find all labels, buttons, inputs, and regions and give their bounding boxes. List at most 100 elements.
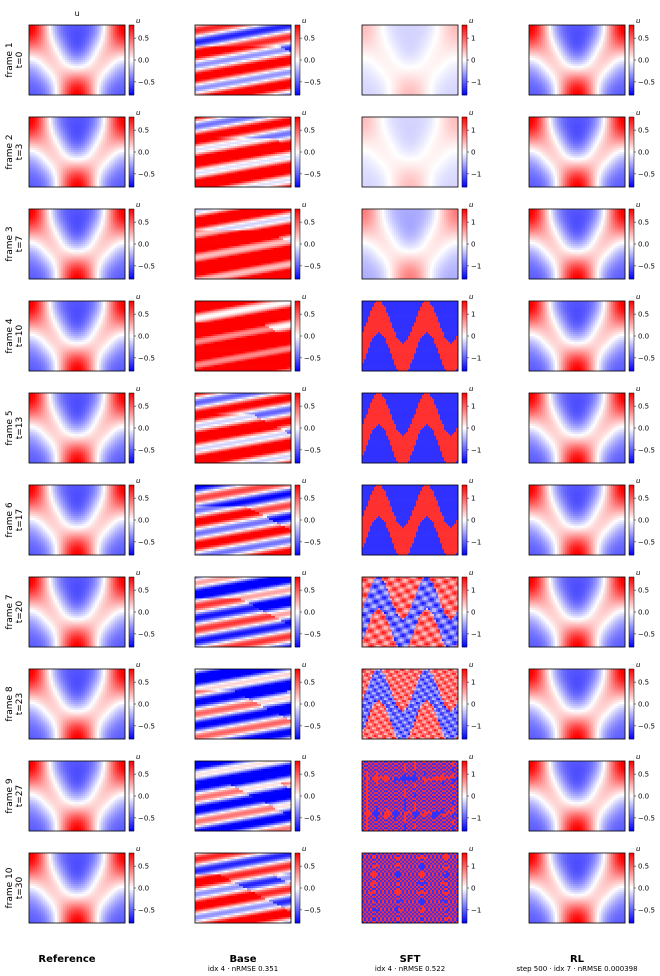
heatmap-cell [69,33,71,35]
heatmap-cell [35,79,37,81]
heatmap-cell [111,54,113,56]
heatmap-cell [91,58,93,60]
heatmap-cell [35,41,37,43]
heatmap-cell [51,33,53,35]
heatmap-cell [65,62,67,64]
heatmap-cell [77,50,79,52]
heatmap-cell [93,83,95,85]
heatmap-cell [93,66,95,68]
heatmap-cell [85,72,87,74]
heatmap-cell [121,44,123,46]
heatmap-cell [101,46,103,48]
heatmap-cell [89,41,91,43]
heatmap-cell [73,83,75,85]
heatmap-cell [115,27,117,29]
heatmap-cell [93,74,95,76]
heatmap-cell [91,56,93,58]
heatmap-cell [99,33,101,35]
heatmap-cell [81,83,83,85]
heatmap-cell [81,72,83,74]
heatmap-cell [101,78,103,80]
heatmap-cell [113,74,115,76]
heatmap-cell [79,74,81,76]
heatmap-cell [35,68,37,70]
heatmap-cell [37,48,39,50]
heatmap-cell [109,48,111,50]
heatmap-cell [67,41,69,43]
heatmap-cell [83,70,85,72]
heatmap-cell [73,72,75,74]
heatmap-cell [105,37,107,39]
heatmap-cell [61,48,63,50]
heatmap-cell [97,70,99,72]
heatmap-cell [89,68,91,70]
heatmap-cell [37,43,39,45]
heatmap-cell [47,62,49,64]
heatmap-cell [111,56,113,58]
heatmap-cell [119,62,121,64]
heatmap-cell [117,81,119,83]
heatmap-cell [111,41,113,43]
heatmap-cell [75,68,77,70]
heatmap-cell [59,50,61,52]
heatmap-cell [53,39,55,41]
heatmap-cell [57,76,59,78]
heatmap-cell [83,33,85,35]
heatmap-cell [59,44,61,46]
heatmap-cell [87,41,89,43]
heatmap-cell [33,70,35,72]
heatmap-cell [115,74,117,76]
heatmap-cell [115,66,117,68]
heatmap-cell [97,29,99,31]
heatmap-cell [65,27,67,29]
heatmap-cell [91,27,93,29]
heatmap-cell [111,66,113,68]
heatmap-cell [63,81,65,83]
heatmap-cell [101,50,103,52]
heatmap-cell [101,66,103,68]
heatmap-cell [37,76,39,78]
heatmap-cell [117,60,119,62]
heatmap-cell [43,33,45,35]
heatmap-cell [49,50,51,52]
heatmap-cell [113,29,115,31]
heatmap-cell [83,66,85,68]
heatmap-cell [79,37,81,39]
heatmap-cell [57,74,59,76]
heatmap-cell [39,60,41,62]
heatmap-cell [55,62,57,64]
heatmap-cell [39,58,41,60]
heatmap-cell [41,48,43,50]
heatmap-cell [119,74,121,76]
heatmap-cell [101,54,103,56]
heatmap-cell [97,66,99,68]
heatmap-cell [53,44,55,46]
heatmap-cell [33,79,35,81]
heatmap-cell [71,52,73,54]
heatmap-cell [67,79,69,81]
heatmap-cell [41,66,43,68]
heatmap-cell [63,68,65,70]
heatmap-cell [43,76,45,78]
heatmap-cell [61,46,63,48]
heatmap-cell [77,66,79,68]
heatmap-cell [113,46,115,48]
heatmap-cell [65,46,67,48]
heatmap-cell [85,46,87,48]
heatmap-cell [63,78,65,80]
heatmap-cell [85,27,87,29]
heatmap-cell [113,66,115,68]
heatmap-cell [47,79,49,81]
heatmap-cell [67,56,69,58]
heatmap-cell [61,43,63,45]
heatmap-cell [71,79,73,81]
heatmap-cell [71,81,73,83]
heatmap-cell [39,39,41,41]
heatmap-cell [33,81,35,83]
heatmap-cell [39,56,41,58]
heatmap-cell [71,50,73,52]
heatmap-cell [53,60,55,62]
heatmap-cell [41,50,43,52]
heatmap-cell [35,48,37,50]
heatmap-cell [101,39,103,41]
